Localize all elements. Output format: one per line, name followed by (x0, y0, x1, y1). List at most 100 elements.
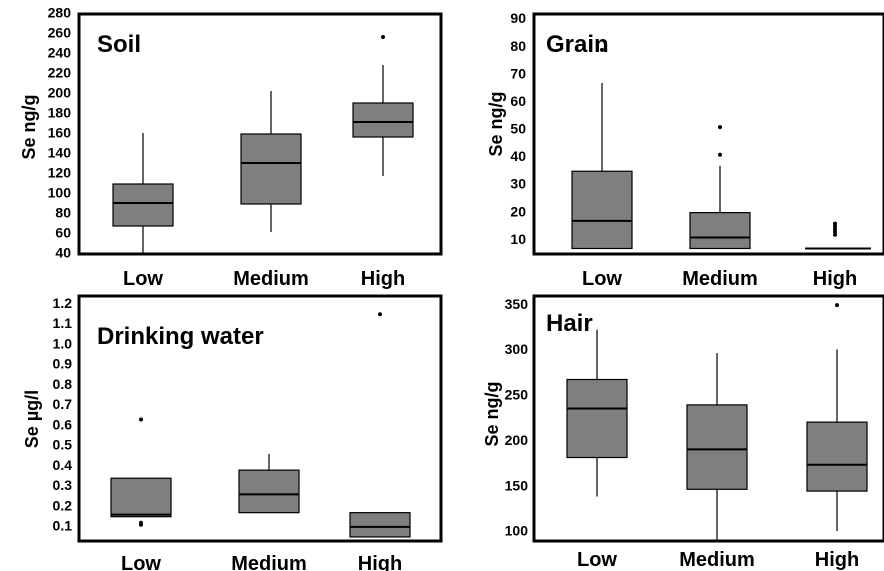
box-low (571, 47, 633, 250)
iqr-box (686, 404, 748, 490)
outlier-point (833, 229, 837, 234)
y-tick-label: 70 (510, 65, 526, 81)
y-tick-label: 150 (505, 477, 529, 493)
y-tick-label: 350 (505, 296, 529, 312)
outlier-point (835, 303, 839, 308)
y-tick-label: 1.2 (53, 295, 73, 311)
y-tick-label: 0.9 (53, 356, 73, 372)
outlier-point (718, 152, 722, 157)
y-tick-label: 100 (505, 523, 529, 539)
y-tick-label: 140 (48, 145, 72, 161)
outlier-point (378, 312, 382, 317)
y-axis-title: Se µg/l (22, 390, 42, 448)
box-low (110, 417, 172, 527)
y-tick-label: 0.5 (53, 437, 73, 453)
y-tick-label: 80 (55, 205, 71, 221)
y-tick-label: 0.4 (53, 457, 73, 473)
panel-title: Hair (546, 310, 593, 337)
outlier-point (381, 35, 385, 39)
y-tick-label: 1.1 (53, 315, 73, 331)
y-axis-title: Se ng/g (486, 91, 506, 156)
y-axis-title: Se ng/g (19, 94, 39, 159)
box-medium (689, 125, 751, 250)
outlier-point (718, 125, 722, 130)
y-tick-label: 280 (48, 5, 72, 21)
panel-title: Grain (546, 31, 609, 58)
outlier-point (833, 221, 837, 226)
box-high (806, 303, 868, 532)
y-tick-label: 40 (55, 245, 71, 261)
plot-frame (532, 12, 884, 256)
box-low (566, 329, 628, 497)
outlier-point (139, 520, 143, 525)
y-tick-label: 90 (510, 10, 526, 26)
outlier-point (833, 232, 837, 237)
y-tick-label: 200 (48, 85, 72, 101)
box-medium (238, 453, 300, 514)
y-tick-label: 60 (510, 93, 526, 109)
y-tick-label: 200 (505, 432, 529, 448)
y-axis-title: Se ng/g (482, 381, 502, 446)
iqr-box (689, 212, 751, 250)
outlier-point (139, 417, 143, 422)
plot-frame (77, 12, 443, 256)
y-tick-label: 0.6 (53, 416, 73, 432)
y-tick-label: 120 (48, 165, 72, 181)
iqr-box (240, 133, 302, 205)
iqr-box (349, 512, 411, 538)
panel-title: Drinking water (97, 323, 264, 350)
x-category-label: High (358, 553, 402, 571)
panel-grain: 10 20 30 40 50 60 70 80 90 Se ng/g Grain Low Medium H… (486, 10, 884, 290)
outlier-point (600, 47, 604, 52)
iqr-box (571, 170, 633, 250)
y-tick-label: 50 (510, 121, 526, 137)
y-tick-label: 300 (505, 341, 529, 357)
box-medium (686, 353, 748, 541)
iqr-box (112, 183, 174, 227)
x-category-label: High (815, 549, 859, 571)
box-medium (240, 91, 302, 232)
y-tick-label: 20 (510, 203, 526, 219)
box-low (112, 133, 174, 254)
box-high (352, 35, 414, 176)
plot-frame (77, 294, 443, 543)
y-tick-label: 0.7 (53, 396, 73, 412)
y-tick-label: 240 (48, 45, 72, 61)
y-tick-label: 30 (510, 176, 526, 192)
x-category-label: Low (577, 549, 617, 571)
y-tick-label: 250 (505, 387, 529, 403)
panel-drinking-water: 0.1 0.2 0.3 0.4 0.5 0.6 0.7 0.8 0.9 1.0 1.1 1.2 Se µ… (22, 294, 443, 571)
iqr-box (238, 469, 300, 514)
x-category-label: Medium (233, 268, 309, 290)
x-category-label: Medium (231, 553, 307, 571)
y-tick-label: 260 (48, 25, 72, 41)
y-tick-label: 60 (55, 225, 71, 241)
iqr-box (806, 421, 868, 492)
outlier-point (833, 227, 837, 232)
x-category-label: Medium (682, 268, 758, 290)
y-tick-label: 1.0 (53, 335, 73, 351)
y-tick-label: 160 (48, 125, 72, 141)
box-high (805, 221, 871, 250)
y-tick-label: 0.3 (53, 477, 73, 493)
outlier-point (833, 224, 837, 229)
box-high (349, 312, 411, 538)
x-category-label: Low (123, 268, 163, 290)
plot-frame (532, 294, 884, 543)
x-category-label: High (361, 268, 405, 290)
iqr-box (110, 477, 172, 518)
y-tick-label: 220 (48, 65, 72, 81)
panel-hair: 100 150 200 250 300 350 Se ng/g Hair Low Medium Hi… (482, 294, 884, 571)
y-tick-label: 0.8 (53, 376, 73, 392)
x-category-label: High (813, 268, 857, 290)
y-tick-label: 100 (48, 185, 72, 201)
iqr-box (352, 102, 414, 138)
y-tick-label: 0.1 (53, 518, 73, 534)
iqr-box (566, 378, 628, 459)
x-category-label: Medium (679, 549, 755, 571)
panel-title: Soil (97, 31, 141, 58)
y-tick-label: 80 (510, 38, 526, 54)
panel-soil: 40 60 80 100 120 140 160 180 200 220 240 260 280 Se n… (19, 5, 443, 290)
